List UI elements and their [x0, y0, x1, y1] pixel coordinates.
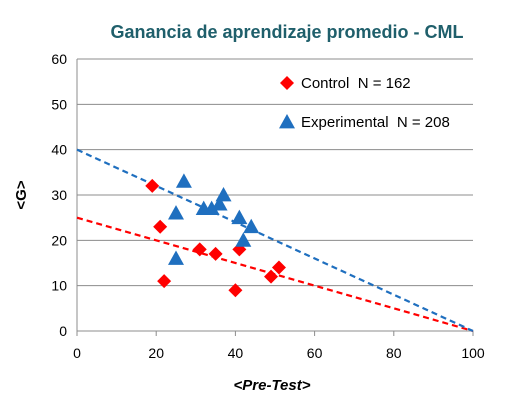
gridlines: [77, 58, 473, 287]
y-tick-label: 0: [59, 323, 67, 339]
y-tick-label: 20: [51, 232, 67, 248]
control-point: [145, 178, 160, 193]
y-tick-label: 40: [51, 142, 67, 158]
legend-label-experimental: Experimental N = 208: [301, 114, 450, 131]
control-point: [228, 283, 243, 298]
x-tick-label: 60: [307, 345, 323, 361]
legend-marker-experimental: [279, 114, 295, 129]
experimental-point: [203, 200, 220, 215]
control-point: [264, 269, 279, 284]
experimental-point: [215, 187, 232, 202]
legend-label-control: Control N = 162: [301, 75, 411, 92]
control-point: [271, 260, 286, 275]
experimental-point: [231, 209, 248, 225]
y-tick-labels: 0 10 20 30 40 50 60: [51, 51, 67, 339]
control-point: [192, 242, 207, 257]
y-tick-label: 10: [51, 278, 67, 294]
control-point: [157, 274, 172, 289]
x-axis-label: <Pre-Test>: [234, 377, 311, 394]
y-tick-label: 50: [51, 96, 67, 112]
experimental-point: [211, 196, 228, 211]
x-tick-label: 80: [386, 345, 402, 361]
experimental-point: [168, 205, 184, 220]
axes: [76, 59, 474, 336]
y-axis-label: <G>: [13, 180, 30, 209]
legend: Control N = 162 Experimental N = 208: [279, 75, 450, 131]
x-tick-labels: 0 20 40 60 80 100: [73, 345, 485, 361]
chart-title: Ganancia de aprendizaje promedio - CML: [110, 22, 463, 42]
x-tick-label: 40: [228, 345, 244, 361]
experimental-point: [175, 173, 192, 188]
experimental-point: [235, 232, 252, 247]
experimental-point: [243, 218, 260, 234]
legend-marker-control: [280, 76, 294, 90]
x-tick-label: 100: [461, 345, 485, 361]
experimental-trendline: [76, 148, 474, 333]
y-tick-label: 60: [51, 51, 67, 67]
x-tick-label: 20: [148, 345, 164, 361]
data-points: [145, 173, 286, 298]
y-tick-label: 30: [51, 187, 67, 203]
experimental-point: [168, 250, 184, 265]
control-point: [153, 219, 168, 234]
control-point: [208, 246, 223, 261]
x-tick-label: 0: [73, 345, 81, 361]
